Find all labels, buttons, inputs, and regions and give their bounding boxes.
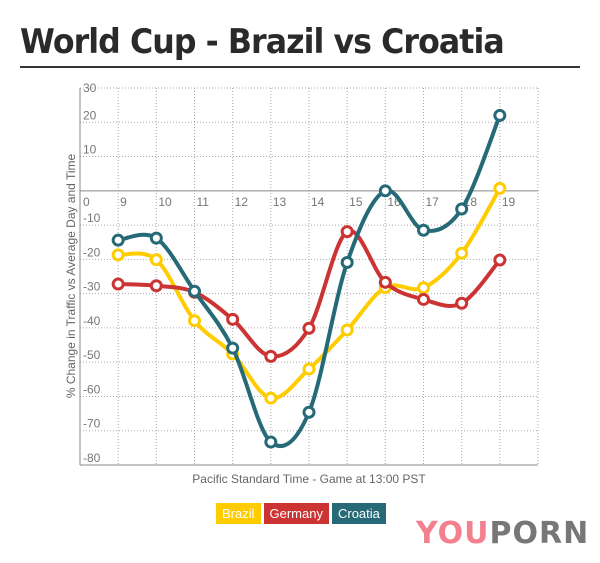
croatia-point bbox=[340, 255, 354, 269]
croatia-point bbox=[493, 108, 507, 122]
germany-point bbox=[378, 275, 392, 289]
axes: 30 20 10 -10 -20 -30 -40 -50 -60 -70 -80 9 10 11 12 13 1… bbox=[79, 81, 538, 466]
y-tick-label: 30 bbox=[83, 81, 97, 95]
brazil-point bbox=[493, 181, 507, 195]
brazil-point bbox=[455, 246, 469, 260]
germany-point bbox=[493, 253, 507, 267]
x-tick-label: 13 bbox=[273, 195, 287, 209]
croatia-point bbox=[111, 233, 125, 247]
brazil-point bbox=[188, 314, 201, 328]
brazil-point bbox=[111, 248, 125, 262]
youporn-logo: YOUPORN bbox=[416, 516, 590, 551]
brazil-point bbox=[149, 253, 163, 267]
croatia-point bbox=[455, 202, 469, 216]
brazil-point bbox=[264, 391, 278, 405]
germany-point bbox=[149, 279, 163, 293]
x-tick-label: 12 bbox=[235, 195, 249, 209]
x-tick-label: 15 bbox=[349, 195, 363, 209]
brazil-point bbox=[302, 362, 316, 376]
y-tick-label: 0 bbox=[83, 195, 90, 209]
y-tick-label: -70 bbox=[83, 417, 101, 431]
brazil-point bbox=[417, 281, 430, 295]
germany-point bbox=[226, 312, 240, 326]
germany-point bbox=[340, 225, 354, 239]
germany-point bbox=[455, 296, 469, 310]
y-tick-label: 20 bbox=[83, 108, 97, 122]
croatia-point bbox=[264, 435, 278, 449]
x-tick-label: 19 bbox=[502, 195, 516, 209]
croatia-point bbox=[149, 231, 163, 245]
y-axis-label: % Change in Traffic vs Average Day and T… bbox=[64, 154, 78, 399]
croatia-point bbox=[417, 223, 430, 237]
croatia-point bbox=[302, 405, 316, 419]
x-axis-label: Pacific Standard Time - Game at 13:00 PS… bbox=[192, 472, 426, 486]
x-tick-label: 11 bbox=[197, 195, 210, 209]
croatia-point bbox=[188, 284, 201, 298]
x-tick-label: 9 bbox=[120, 195, 127, 209]
x-tick-label: 14 bbox=[311, 195, 325, 209]
x-tick-label: 17 bbox=[426, 195, 440, 209]
title-divider bbox=[20, 66, 580, 68]
croatia-point bbox=[378, 184, 392, 198]
x-tick-label: 10 bbox=[158, 195, 172, 209]
y-tick-label: -20 bbox=[83, 245, 101, 259]
germany-point bbox=[302, 321, 316, 335]
legend-item-brazil[interactable]: Brazil bbox=[216, 503, 261, 524]
germany-point bbox=[111, 277, 125, 291]
y-tick-label: -50 bbox=[83, 348, 101, 362]
y-tick-label: -30 bbox=[83, 280, 101, 294]
page-title: World Cup - Brazil vs Croatia bbox=[20, 22, 505, 62]
brazil-point bbox=[340, 323, 354, 337]
y-tick-label: -80 bbox=[83, 451, 101, 465]
y-tick-label: -10 bbox=[83, 211, 101, 225]
y-tick-label: -40 bbox=[83, 314, 101, 328]
germany-point bbox=[264, 349, 278, 363]
germany-line bbox=[118, 228, 502, 359]
series-lines bbox=[111, 108, 507, 449]
y-tick-label: 10 bbox=[83, 143, 97, 157]
legend-item-croatia[interactable]: Croatia bbox=[331, 503, 386, 524]
y-tick-label: -60 bbox=[83, 382, 101, 396]
legend: Brazil Germany Croatia bbox=[216, 503, 386, 524]
legend-item-germany[interactable]: Germany bbox=[263, 503, 329, 524]
germany-point bbox=[417, 292, 430, 306]
croatia-point bbox=[226, 341, 240, 355]
